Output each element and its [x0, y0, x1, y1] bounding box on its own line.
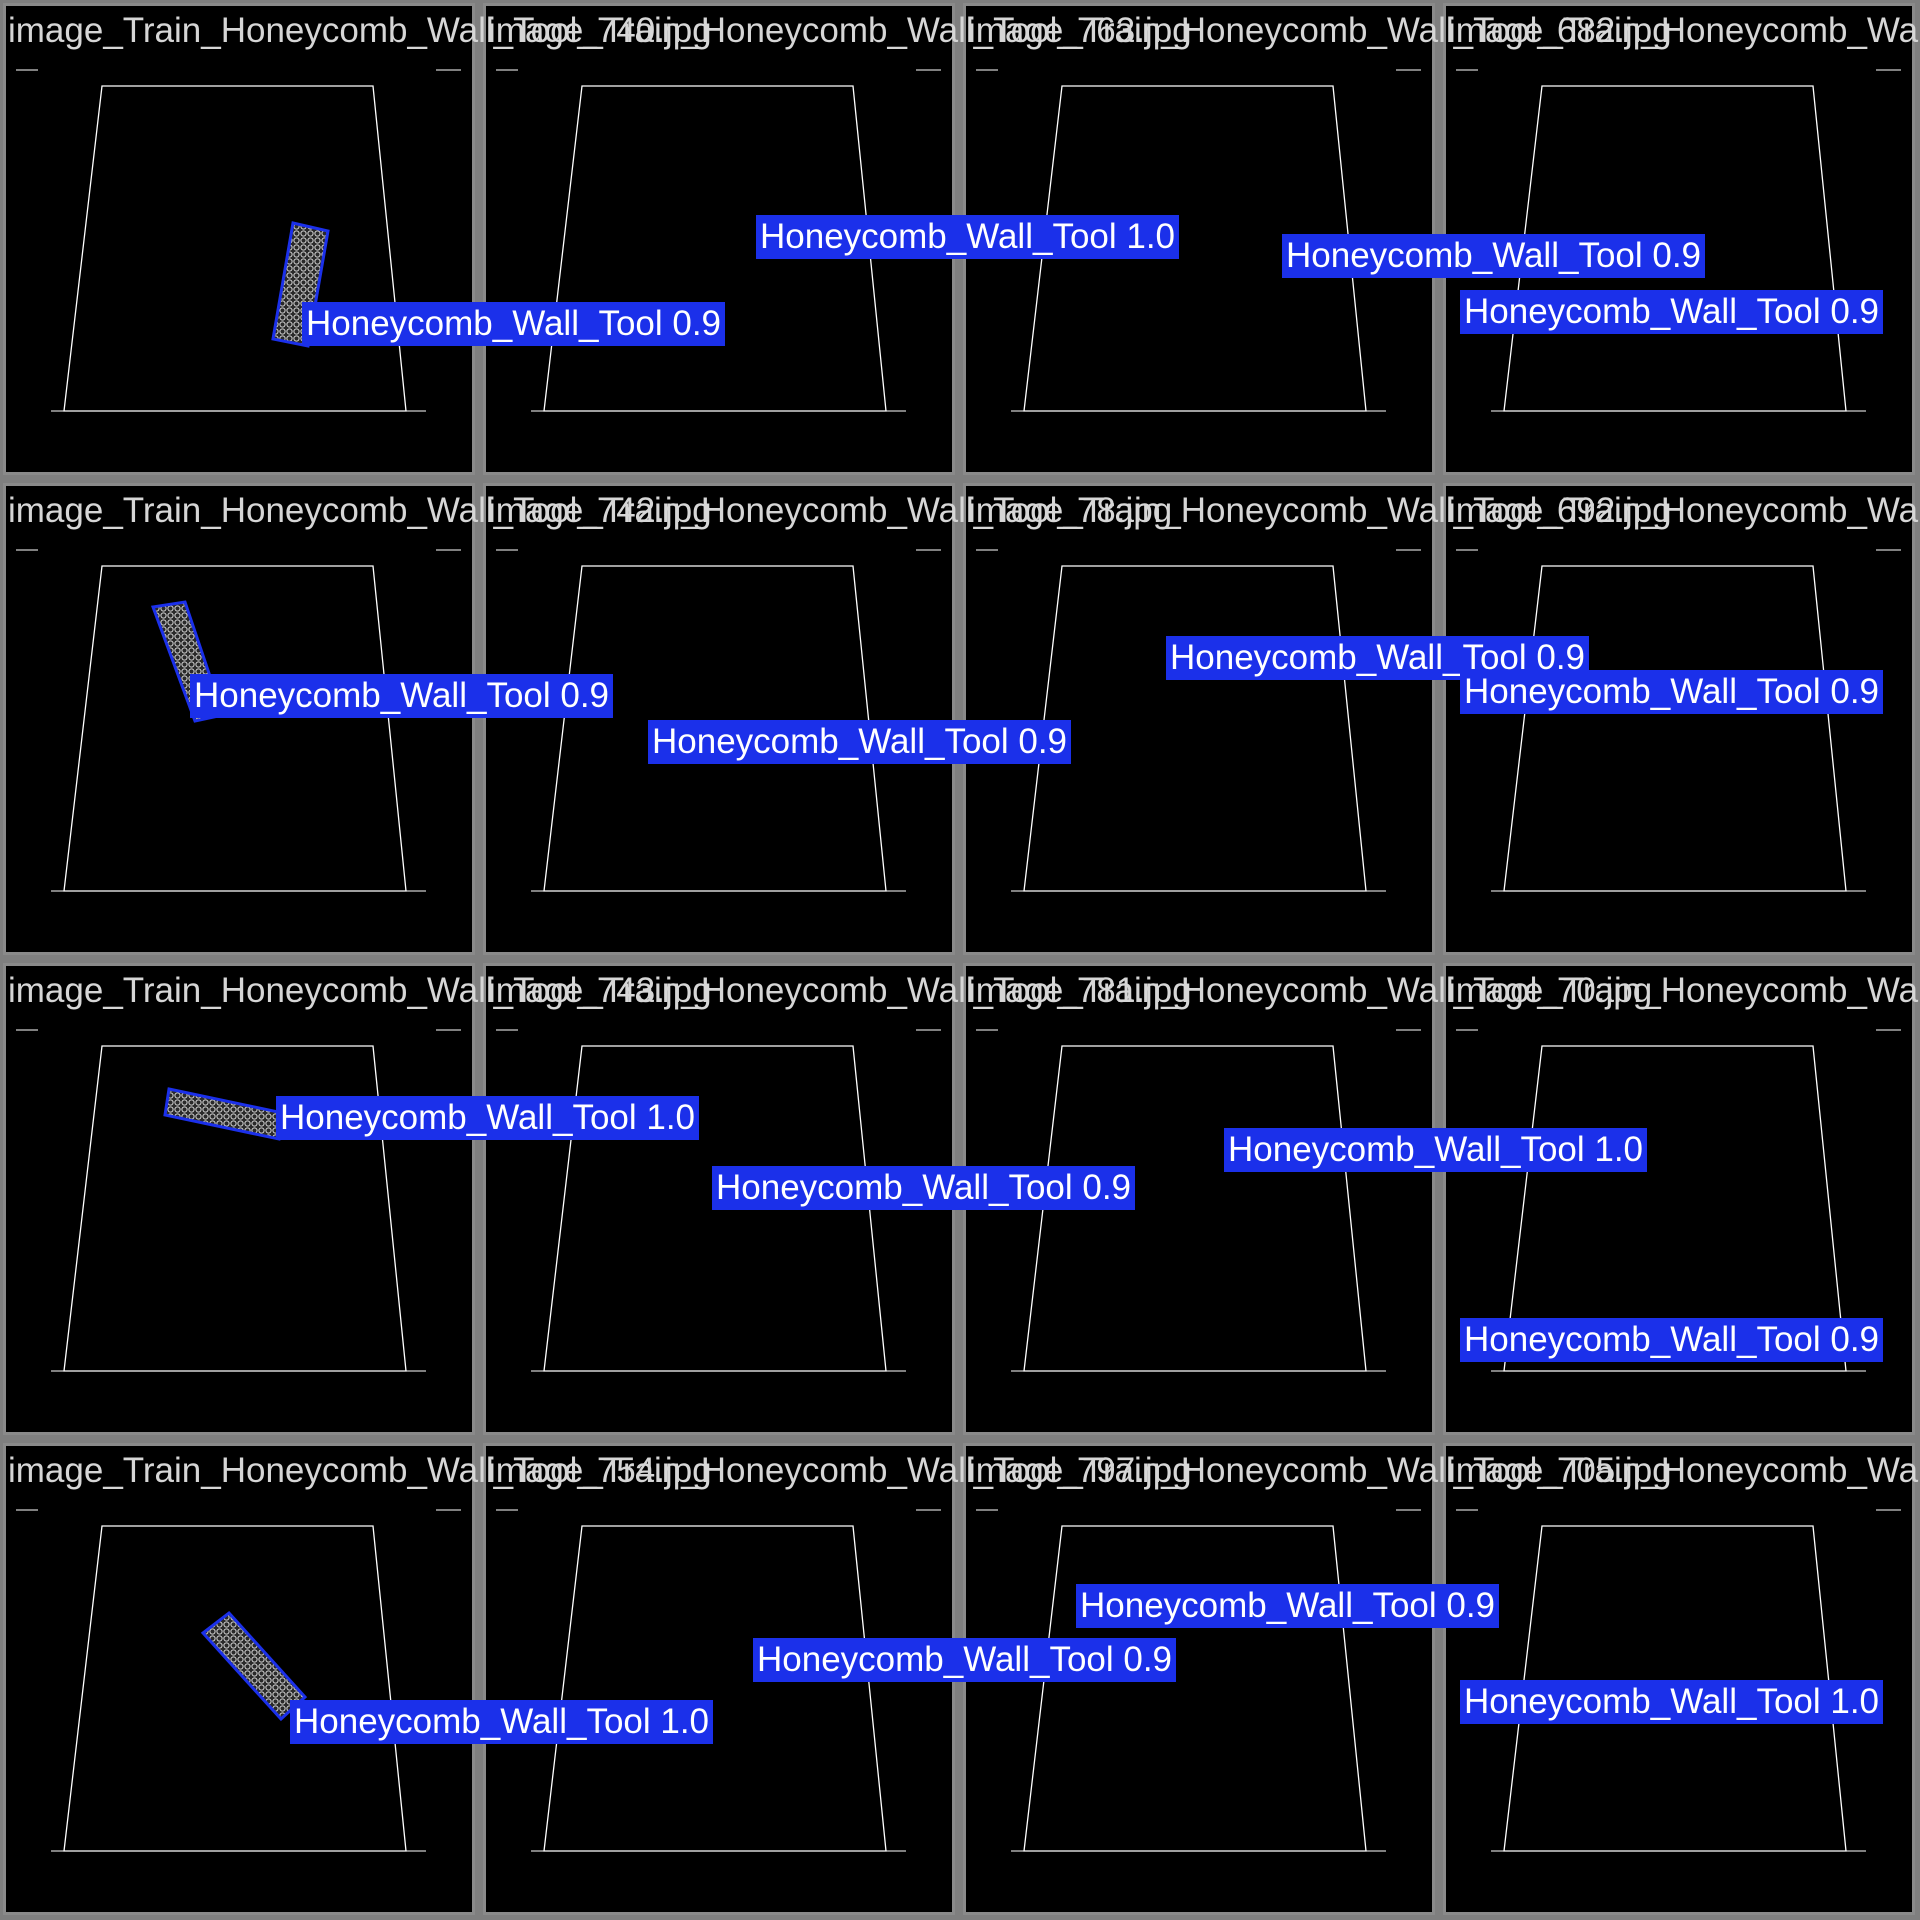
tile-scene [976, 69, 1421, 412]
detection-label: Honeycomb_Wall_Tool 0.9 [1460, 670, 1884, 714]
tray-outline [1023, 565, 1367, 892]
tile-scene [976, 1029, 1421, 1372]
tray-outline [543, 1525, 887, 1852]
detection-label: Honeycomb_Wall_Tool 0.9 [302, 302, 726, 346]
prediction-tile: image_Train_Honeycomb_Wall_Tool_754.jpg [3, 1443, 712, 1915]
prediction-tile: image_Train_Honeycomb_Wall_Tool_ [1443, 483, 1920, 955]
honeycomb-wall-tool [203, 1613, 305, 1719]
detection-label: Honeycomb_Wall_Tool 1.0 [290, 1700, 714, 1744]
detection-label: Honeycomb_Wall_Tool 0.9 [1460, 1318, 1884, 1362]
tile-scene [976, 1509, 1421, 1852]
detection-label: Honeycomb_Wall_Tool 1.0 [1224, 1128, 1648, 1172]
detection-label: Honeycomb_Wall_Tool 0.9 [648, 720, 1072, 764]
prediction-tile: image_Train_Honeycomb_Wall_Tool_78.jpg [483, 483, 1172, 955]
prediction-tile: image_Train_Honeycomb_Wall_Tool_ [1443, 963, 1920, 1435]
prediction-tile: image_Train_Honeycomb_Wall_Tool_742.jpg [3, 483, 712, 955]
detection-label: Honeycomb_Wall_Tool 1.0 [1460, 1680, 1884, 1724]
prediction-tile: image_Train_Honeycomb_Wall_Tool_ [1443, 1443, 1920, 1915]
tile-scene [16, 69, 461, 412]
tray-outline [63, 565, 407, 892]
tray-outline [1023, 1525, 1367, 1852]
tile-scene [496, 1029, 941, 1372]
detection-label: Honeycomb_Wall_Tool 0.9 [1076, 1584, 1500, 1628]
detection-label: Honeycomb_Wall_Tool 0.9 [1282, 234, 1706, 278]
honeycomb-wall-tool [273, 223, 328, 346]
tile-scene [976, 549, 1421, 892]
prediction-tile: image_Train_Honeycomb_Wall_Tool_740.jpg [3, 3, 712, 475]
tray-outline [1503, 565, 1847, 892]
prediction-tile: image_Train_Honeycomb_Wall_Tool_743.jpg [3, 963, 712, 1435]
detection-label: Honeycomb_Wall_Tool 0.9 [753, 1638, 1177, 1682]
detection-box [200, 1610, 308, 1722]
detection-label: Honeycomb_Wall_Tool 1.0 [276, 1096, 700, 1140]
tile-scene [16, 549, 461, 892]
tile-scene [16, 1509, 461, 1852]
honeycomb-wall-tool [165, 1089, 283, 1139]
detection-label: Honeycomb_Wall_Tool 1.0 [756, 215, 1180, 259]
tile-scene [1456, 1029, 1901, 1372]
detection-label: Honeycomb_Wall_Tool 0.9 [712, 1166, 1136, 1210]
detection-label: Honeycomb_Wall_Tool 0.9 [190, 674, 614, 718]
tile-scene [496, 549, 941, 892]
detection-label: Honeycomb_Wall_Tool 0.9 [1460, 290, 1884, 334]
tile-scene [1456, 549, 1901, 892]
tile-scene [1456, 1509, 1901, 1852]
detection-box [271, 221, 330, 348]
prediction-tile: image_Train_Honeycomb_Wall_Tool_692.jpg [963, 483, 1672, 955]
tray-outline [63, 85, 407, 412]
tray-outline [63, 1045, 407, 1372]
tray-outline [63, 1525, 407, 1852]
tile-scene [16, 1029, 461, 1372]
